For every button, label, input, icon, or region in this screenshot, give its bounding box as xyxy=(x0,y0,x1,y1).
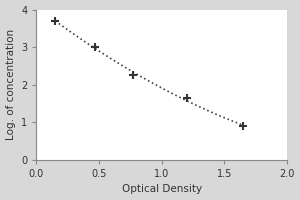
Y-axis label: Log. of concentration: Log. of concentration xyxy=(6,29,16,140)
X-axis label: Optical Density: Optical Density xyxy=(122,184,202,194)
